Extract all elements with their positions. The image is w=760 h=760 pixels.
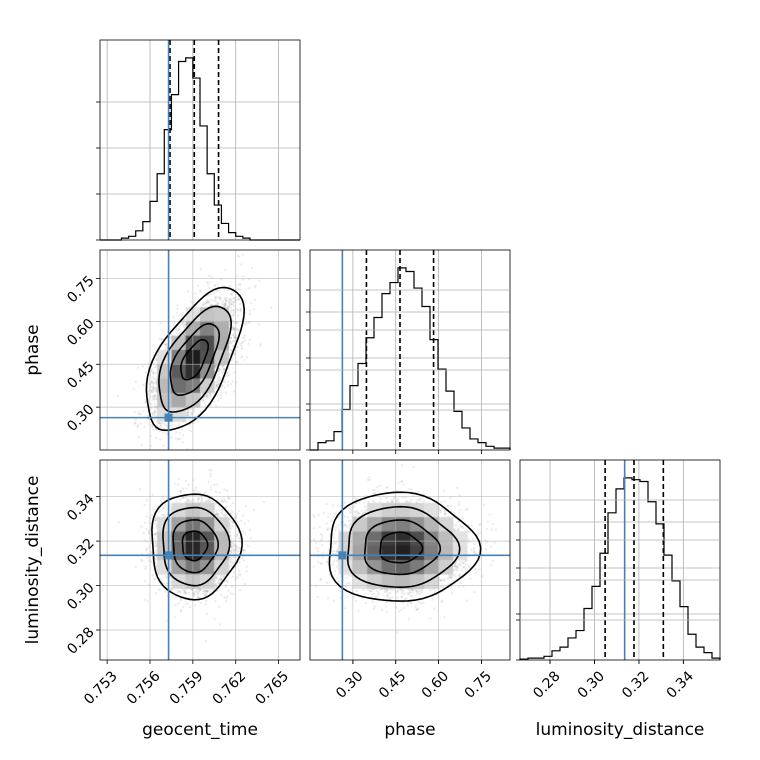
axes-frame	[309, 459, 511, 661]
axes-frame	[519, 459, 721, 661]
y-tick-label: 0.75	[64, 273, 97, 306]
contour-line	[158, 305, 233, 413]
x-tick-label: 0.765	[253, 668, 293, 708]
x-tick-label: 0.45	[376, 668, 409, 701]
y-tick-label: 0.28	[64, 624, 97, 657]
x-axis-label-phase: phase	[384, 720, 435, 740]
histogram-geocent_time	[96, 39, 301, 241]
y-tick-label: 0.34	[64, 491, 97, 524]
axes-frame	[309, 249, 511, 451]
x-tick-label: 0.759	[167, 668, 207, 708]
x-tick-label: 0.753	[81, 668, 121, 708]
contour-line	[379, 531, 424, 564]
y-tick-label: 0.45	[64, 359, 97, 392]
axes-frame	[99, 249, 301, 451]
x-tick-label: 0.30	[333, 668, 366, 701]
contour-line	[346, 505, 461, 589]
truth-marker	[164, 413, 173, 422]
y-axis-label-phase: phase	[23, 324, 43, 375]
density-layer	[100, 250, 510, 660]
truth-marker	[164, 551, 173, 560]
density-image	[100, 250, 300, 450]
histogram-phase	[306, 249, 511, 451]
y-tick-label: 0.30	[64, 580, 97, 613]
x-tick-label: 0.30	[575, 668, 608, 701]
contour-line	[363, 519, 442, 576]
y-tick-label: 0.60	[64, 316, 97, 349]
x-tick-label: 0.762	[210, 668, 250, 708]
x-tick-label: 0.34	[664, 668, 697, 701]
x-tick-label: 0.75	[462, 668, 495, 701]
histogram-luminosity_distance	[516, 459, 721, 661]
joint-phase-luminosity_distance	[309, 459, 511, 661]
density-image	[100, 460, 300, 660]
x-tick-label: 0.32	[619, 668, 652, 701]
x-tick-label: 0.28	[530, 668, 563, 701]
x-axis-label-luminosity_distance: luminosity_distance	[536, 720, 705, 740]
x-axis-label-geocent_time: geocent_time	[142, 720, 258, 740]
x-tick-label: 0.60	[419, 668, 452, 701]
y-axis-label-luminosity_distance: luminosity_distance	[23, 476, 43, 645]
contour-line	[162, 506, 231, 587]
contour-line	[181, 530, 209, 562]
y-tick-label: 0.32	[64, 535, 97, 568]
contour-line	[180, 338, 210, 381]
axes-frame	[99, 39, 301, 241]
contour-line	[172, 519, 219, 574]
joint-geocent_time-luminosity_distance	[99, 459, 301, 661]
histogram-steps	[100, 57, 300, 241]
contour-line	[169, 322, 221, 397]
contour-line	[145, 286, 246, 432]
axes-frame	[99, 459, 301, 661]
truth-marker	[338, 551, 347, 560]
joint-geocent_time-phase	[99, 249, 301, 451]
histogram-steps	[310, 267, 511, 451]
x-tick-label: 0.756	[124, 668, 164, 708]
contour-line	[328, 491, 482, 602]
y-tick-label: 0.30	[64, 401, 97, 434]
contour-line	[151, 493, 243, 601]
